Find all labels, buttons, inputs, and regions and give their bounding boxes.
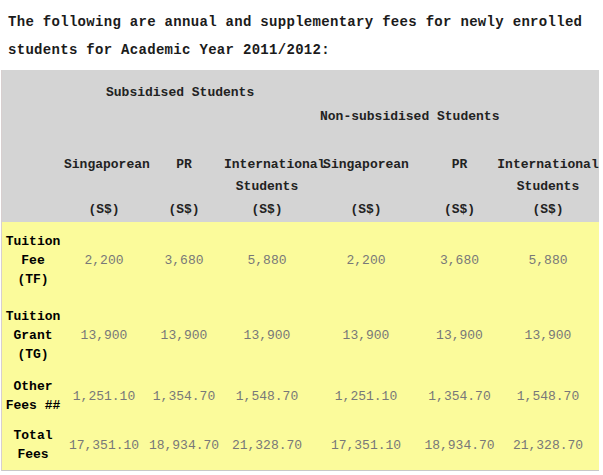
column-header-nonsubsidised-singaporean: Singaporean (S$) [310, 126, 422, 222]
fee-value: 13,900 [497, 299, 599, 372]
fee-value: 1,548.70 [497, 372, 599, 420]
fee-value: 18,934.70 [144, 420, 224, 470]
fee-value: 13,900 [422, 299, 497, 372]
group-header-subsidised: Subsidised Students [106, 85, 254, 100]
column-header-nonsubsidised-pr: PR (S$) [422, 126, 497, 222]
fee-value: 13,900 [224, 299, 310, 372]
group-header-non-subsidised: Non-subsidised Students [320, 109, 499, 124]
fee-value: 13,900 [144, 299, 224, 372]
column-header-subsidised-singaporean: Singaporean (S$) [64, 126, 144, 222]
row-label: Total Fees [2, 420, 64, 470]
fees-table: Subsidised Students Non-subsidised Stude… [1, 70, 599, 471]
column-unit: (S$) [310, 198, 422, 222]
column-unit: (S$) [224, 198, 310, 222]
column-name: International Students [224, 154, 310, 198]
fee-value: 2,200 [310, 222, 422, 299]
intro-text: The following are annual and supplementa… [0, 0, 603, 64]
row-label: Tuition Fee (TF) [2, 222, 64, 299]
fee-value: 3,680 [144, 222, 224, 299]
fee-value: 1,354.70 [422, 372, 497, 420]
row-label: Tuition Grant (TG) [2, 299, 64, 372]
column-unit: (S$) [64, 198, 144, 222]
fee-value: 13,900 [310, 299, 422, 372]
fee-value: 1,548.70 [224, 372, 310, 420]
fee-value: 17,351.10 [64, 420, 144, 470]
fee-value: 1,251.10 [310, 372, 422, 420]
fee-value: 1,251.10 [64, 372, 144, 420]
fee-value: 18,934.70 [422, 420, 497, 470]
table-group-header-row: Subsidised Students Non-subsidised Stude… [2, 70, 599, 126]
fee-value: 21,328.70 [497, 420, 599, 470]
column-name: International Students [497, 154, 599, 198]
column-header-row: Singaporean (S$) PR (S$) International S… [2, 126, 599, 222]
column-header-empty [2, 126, 64, 222]
fee-value: 5,880 [224, 222, 310, 299]
column-name: PR [144, 154, 224, 198]
column-header-subsidised-international: International Students (S$) [224, 126, 310, 222]
fee-value: 21,328.70 [224, 420, 310, 470]
column-name: Singaporean [310, 154, 422, 198]
fee-value: 1,354.70 [144, 372, 224, 420]
fees-data-grid: Singaporean (S$) PR (S$) International S… [2, 126, 599, 470]
table-row-other-fees: Other Fees ## 1,251.10 1,354.70 1,548.70… [2, 372, 599, 420]
column-unit: (S$) [144, 198, 224, 222]
column-unit: (S$) [422, 198, 497, 222]
fee-value: 3,680 [422, 222, 497, 299]
fee-value: 5,880 [497, 222, 599, 299]
row-label: Other Fees ## [2, 372, 64, 420]
column-name: Singaporean [64, 154, 144, 198]
fee-value: 17,351.10 [310, 420, 422, 470]
table-row-tuition-fee: Tuition Fee (TF) 2,200 3,680 5,880 2,200… [2, 222, 599, 299]
fee-value: 2,200 [64, 222, 144, 299]
table-row-total-fees: Total Fees 17,351.10 18,934.70 21,328.70… [2, 420, 599, 470]
column-name: PR [422, 154, 497, 198]
fee-value: 13,900 [64, 299, 144, 372]
column-unit: (S$) [497, 198, 599, 222]
column-header-nonsubsidised-international: International Students (S$) [497, 126, 599, 222]
column-header-subsidised-pr: PR (S$) [144, 126, 224, 222]
table-row-tuition-grant: Tuition Grant (TG) 13,900 13,900 13,900 … [2, 299, 599, 372]
page: { "intro": "The following are annual and… [0, 0, 603, 475]
